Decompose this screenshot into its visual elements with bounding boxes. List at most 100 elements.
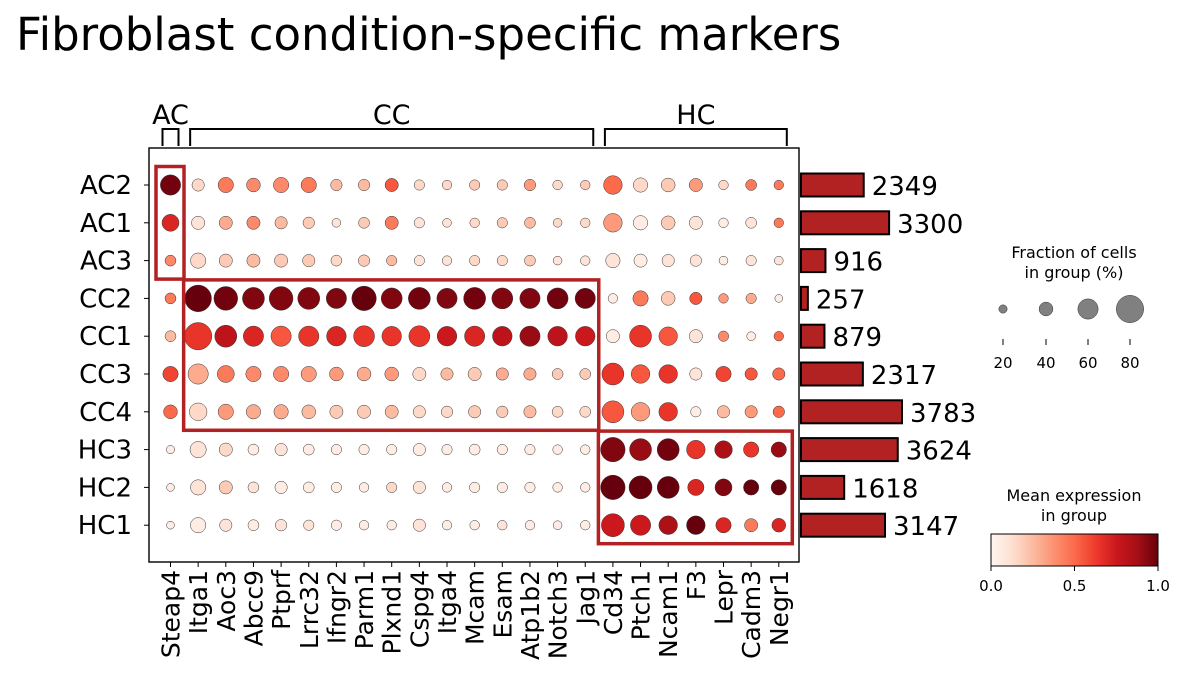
dot-AC1-Ncam1	[661, 215, 676, 230]
dot-CC1-Plxnd1	[381, 326, 402, 347]
dot-AC1-Parm1	[358, 217, 370, 229]
dot-CC3-Lrrc32	[300, 366, 317, 382]
dot-HC1-Lepr	[715, 517, 732, 534]
dot-CC3-F3	[689, 367, 703, 381]
dot-CC1-Ifngr2	[326, 326, 347, 347]
colorbar-label-0.0: 0.0	[979, 577, 1003, 595]
count-bar-CC1	[800, 323, 826, 349]
dot-AC1-Notch3	[552, 218, 563, 228]
dot-AC2-Esam	[496, 179, 508, 191]
dot-HC2-Ifngr2	[330, 481, 342, 493]
dot-AC2-Mcam	[469, 179, 481, 191]
dot-CC1-Cspg4	[408, 325, 431, 347]
dot-CC3-Cspg4	[412, 367, 427, 381]
dot-CC1-Ptprf	[270, 325, 292, 347]
dot-HC2-Cadm3	[743, 479, 760, 496]
dot-CC4-Notch3	[551, 406, 564, 418]
dot-HC1-Ncam1	[658, 515, 678, 535]
dot-HC3-Ptprf	[274, 443, 288, 457]
row-label-CC4: CC4	[79, 398, 132, 428]
dot-CC4-Cadm3	[744, 405, 758, 419]
count-bar-CC2	[800, 285, 809, 311]
dot-AC3-Lrrc32	[302, 254, 316, 268]
col-label-Mcam: Mcam	[461, 570, 490, 645]
count-label-CC4: 3783	[910, 399, 976, 429]
dot-AC3-Jag1	[580, 255, 591, 266]
dot-CC1-F3	[688, 329, 703, 344]
dot-CC4-Negr1	[772, 405, 785, 418]
dot-CC4-Itga1	[189, 402, 208, 421]
dot-CC4-Lrrc32	[301, 404, 316, 419]
dot-HC2-Steap4	[166, 483, 175, 492]
col-label-Atp1b2: Atp1b2	[516, 570, 545, 660]
dot-AC2-Jag1	[580, 179, 591, 191]
size-legend-dot-20	[998, 304, 1008, 314]
dot-AC1-Cd34	[603, 213, 623, 233]
dot-CC4-F3	[690, 406, 702, 418]
dot-CC1-Negr1	[773, 331, 784, 342]
dot-CC3-Abcc9	[245, 366, 262, 382]
dot-HC1-Abcc9	[247, 519, 260, 531]
group-label-AC: AC	[152, 100, 189, 131]
dot-AC2-Abcc9	[246, 177, 261, 193]
dot-CC3-Esam	[495, 367, 509, 381]
dot-CC2-Lepr	[718, 293, 729, 304]
dot-HC2-Itga4	[441, 482, 453, 493]
row-label-CC1: CC1	[79, 322, 132, 352]
dot-HC3-Abcc9	[247, 443, 260, 456]
dot-HC2-Negr1	[770, 479, 787, 496]
dot-AC2-Lrrc32	[300, 177, 317, 193]
dot-HC2-Ptch1	[628, 475, 653, 500]
dot-AC3-Ifngr2	[330, 254, 343, 267]
dot-AC2-Cd34	[603, 175, 623, 195]
size-legend-label-80: 80	[1120, 354, 1139, 372]
dot-CC4-Lepr	[717, 405, 730, 419]
dot-AC3-Notch3	[552, 255, 563, 266]
dot-CC1-Atp1b2	[519, 325, 541, 347]
dot-HC2-Cd34	[600, 474, 626, 500]
dot-CC3-Negr1	[772, 367, 786, 381]
count-label-HC1: 3147	[893, 512, 959, 542]
dot-HC1-Ptprf	[275, 519, 288, 532]
count-label-AC1: 3300	[897, 210, 963, 240]
dot-CC4-Cspg4	[412, 405, 426, 419]
dot-HC3-Steap4	[166, 445, 175, 455]
dot-AC1-Mcam	[469, 217, 480, 228]
dot-HC2-Jag1	[580, 482, 591, 493]
dot-HC3-Plxnd1	[386, 444, 398, 456]
dot-AC2-Itga1	[191, 178, 205, 192]
dot-HC2-Aoc3	[218, 480, 233, 495]
count-bar-AC2	[800, 172, 865, 198]
dot-AC3-Esam	[496, 255, 508, 267]
dot-HC1-Steap4	[166, 521, 175, 530]
dot-CC3-Ptprf	[273, 366, 290, 382]
col-label-F3: F3	[682, 570, 711, 600]
dot-HC1-Atp1b2	[524, 520, 536, 531]
col-label-Cd34: Cd34	[599, 570, 628, 635]
dot-HC3-Ptch1	[629, 438, 652, 461]
dot-HC1-Itga4	[441, 520, 453, 531]
dot-CC4-Atp1b2	[523, 405, 537, 419]
dot-HC3-Cd34	[600, 437, 626, 463]
dot-CC2-Atp1b2	[519, 288, 541, 309]
dot-HC3-Aoc3	[218, 442, 233, 457]
dot-HC1-Cd34	[601, 513, 625, 537]
group-bracket-CC	[189, 128, 595, 146]
dot-HC2-F3	[687, 478, 705, 496]
dot-HC1-Aoc3	[219, 518, 233, 532]
dot-AC1-Atp1b2	[524, 217, 536, 229]
dot-AC1-Lepr	[718, 217, 729, 228]
dot-CC3-Itga4	[440, 367, 454, 381]
colorbar-label-0.5: 0.5	[1063, 577, 1087, 595]
dot-HC1-Plxnd1	[386, 520, 397, 531]
row-label-HC3: HC3	[78, 436, 132, 466]
dot-AC1-Ifngr2	[331, 218, 342, 228]
dot-HC2-Lrrc32	[303, 481, 315, 494]
dot-HC3-Lrrc32	[303, 443, 315, 456]
count-bar-AC3	[800, 248, 827, 274]
dot-AC3-Cadm3	[745, 255, 757, 267]
col-label-Lrrc32: Lrrc32	[295, 570, 324, 649]
dot-CC4-Plxnd1	[384, 404, 399, 419]
col-label-Notch3: Notch3	[544, 570, 573, 659]
dot-CC3-Ncam1	[658, 364, 678, 384]
